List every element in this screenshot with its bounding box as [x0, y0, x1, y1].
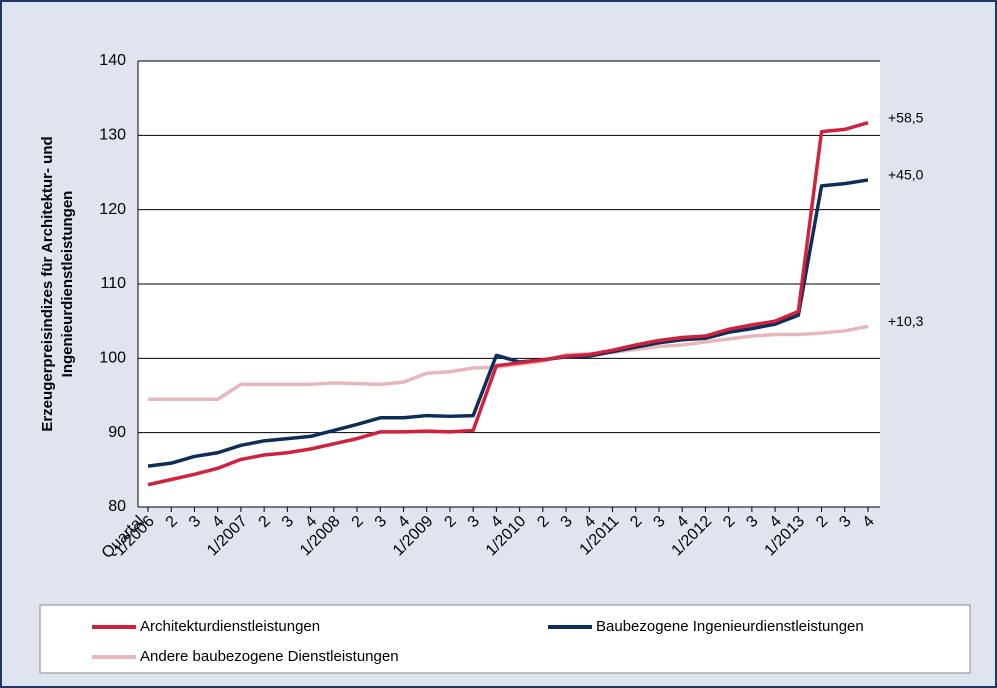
- series-line: [147, 121, 869, 487]
- y-tick-label: 90: [108, 424, 126, 441]
- annotation: +58,5: [888, 109, 924, 125]
- legend: [39, 604, 971, 674]
- series-line: [147, 178, 869, 468]
- y-tick-label: 140: [99, 52, 126, 69]
- y-tick-label: 120: [99, 201, 126, 218]
- y-tick-label: 130: [99, 127, 126, 144]
- y-axis-label: Erzeugerpreisindizes für Architektur- un…: [39, 136, 56, 431]
- y-tick-label: 80: [108, 498, 126, 515]
- y-tick-label: 110: [100, 275, 126, 292]
- y-tick-label: 100: [99, 350, 126, 367]
- legend-label: Architekturdienstleistungen: [140, 618, 320, 635]
- legend-label: Baubezogene Ingenieurdienstleistungen: [596, 618, 864, 635]
- y-axis-label: Ingenieurdienstleistungen: [59, 191, 76, 378]
- annotation: +10,3: [888, 313, 924, 329]
- annotation: +45,0: [888, 167, 924, 183]
- legend-label: Andere baubezogene Dienstleistungen: [140, 648, 399, 665]
